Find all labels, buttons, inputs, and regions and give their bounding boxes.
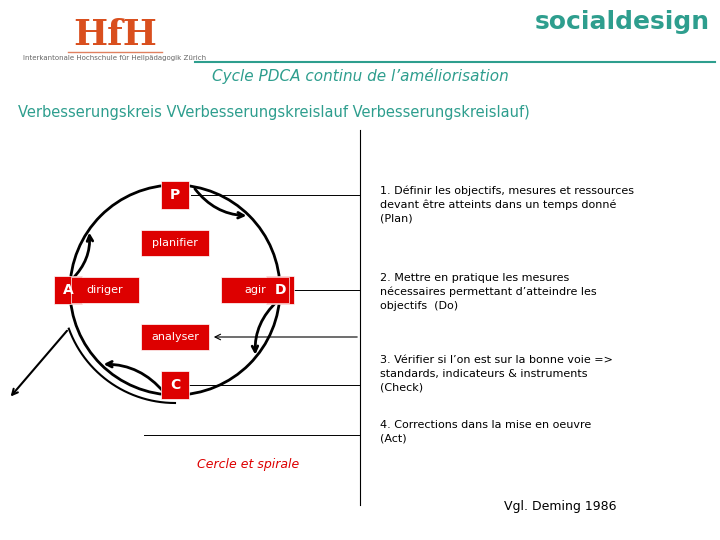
Text: Interkantonale Hochschule für Heilpädagogik Zürich: Interkantonale Hochschule für Heilpädago… [24,55,207,61]
Text: 3. Vérifier si l’on est sur la bonne voie =>
standards, indicateurs & instrument: 3. Vérifier si l’on est sur la bonne voi… [380,355,613,392]
Text: Cercle et spirale: Cercle et spirale [197,458,299,471]
FancyBboxPatch shape [266,276,294,304]
FancyBboxPatch shape [221,277,289,303]
Text: agir: agir [244,285,266,295]
Text: Cycle PDCA continu de l’améliorisation: Cycle PDCA continu de l’améliorisation [212,68,508,84]
Text: 4. Corrections dans la mise en oeuvre
(Act): 4. Corrections dans la mise en oeuvre (A… [380,420,591,443]
Text: analyser: analyser [151,332,199,342]
Text: 1. Définir les objectifs, mesures et ressources
devant être atteints dans un tem: 1. Définir les objectifs, mesures et res… [380,185,634,224]
Text: diriger: diriger [86,285,123,295]
Text: Vgl. Deming 1986: Vgl. Deming 1986 [504,500,616,513]
Text: HfH: HfH [73,18,157,52]
Text: P: P [170,188,180,202]
Text: Verbesserungskreis VVerbesserungskreislauf Verbesserungskreislauf): Verbesserungskreis VVerbesserungskreisla… [18,105,530,120]
Text: 2. Mettre en pratique les mesures
nécessaires permettant d’atteindre les
objecti: 2. Mettre en pratique les mesures nécess… [380,273,597,311]
FancyBboxPatch shape [161,181,189,209]
Text: C: C [170,378,180,392]
FancyBboxPatch shape [71,277,139,303]
Text: planifier: planifier [152,238,198,248]
FancyBboxPatch shape [161,371,189,399]
Text: socialdesign: socialdesign [535,10,710,34]
Text: D: D [274,283,286,297]
FancyBboxPatch shape [141,230,209,256]
Text: A: A [63,283,73,297]
FancyBboxPatch shape [54,276,82,304]
FancyBboxPatch shape [141,324,209,350]
